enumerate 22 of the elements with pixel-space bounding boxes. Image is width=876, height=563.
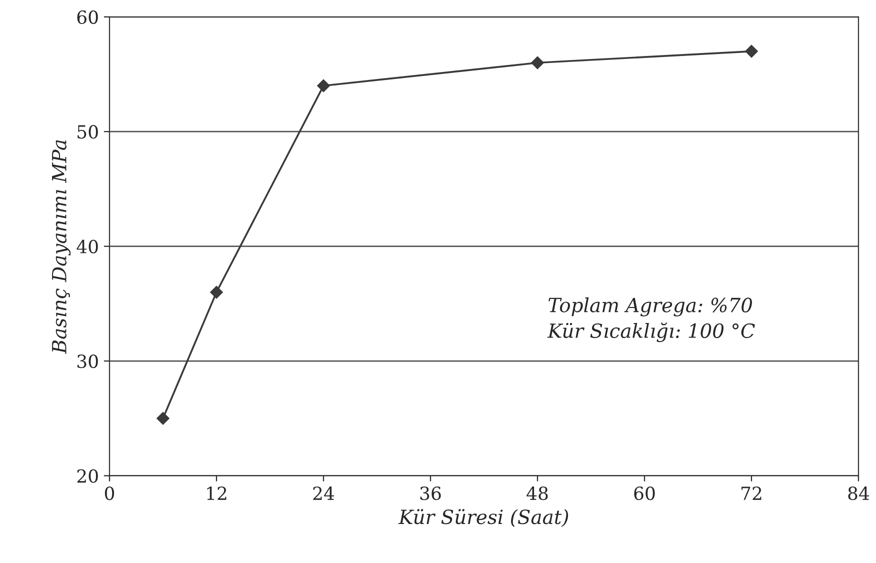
x-tick-label: 48 bbox=[526, 486, 548, 500]
x-tick-label: 36 bbox=[420, 486, 441, 500]
x-tick-label: 60 bbox=[634, 486, 655, 500]
y-tick-label: 50 bbox=[78, 125, 98, 139]
y-tick-label: 20 bbox=[77, 469, 98, 483]
annotation: Kür Sıcaklığı: 100 °C bbox=[547, 322, 755, 342]
point bbox=[210, 286, 223, 299]
x-tick-label: 84 bbox=[848, 486, 870, 500]
point bbox=[531, 56, 544, 70]
x-axis-title: Kür Süresi (Saat) bbox=[398, 509, 568, 527]
point bbox=[317, 79, 330, 92]
y-axis-title: Basınç Dayanımı MPa bbox=[52, 140, 71, 354]
y-tick-label: 60 bbox=[77, 10, 98, 24]
x-tick-label: 0 bbox=[104, 486, 114, 500]
point bbox=[745, 44, 758, 58]
x-tick-label: 24 bbox=[313, 486, 334, 500]
point bbox=[156, 412, 170, 425]
y-tick-label: 40 bbox=[76, 240, 98, 254]
x-tick-label: 72 bbox=[742, 486, 762, 500]
x-tick-label: 12 bbox=[207, 486, 226, 500]
y-tick-label: 30 bbox=[77, 354, 98, 368]
annotation: Toplam Agrega: %70 bbox=[548, 297, 752, 316]
